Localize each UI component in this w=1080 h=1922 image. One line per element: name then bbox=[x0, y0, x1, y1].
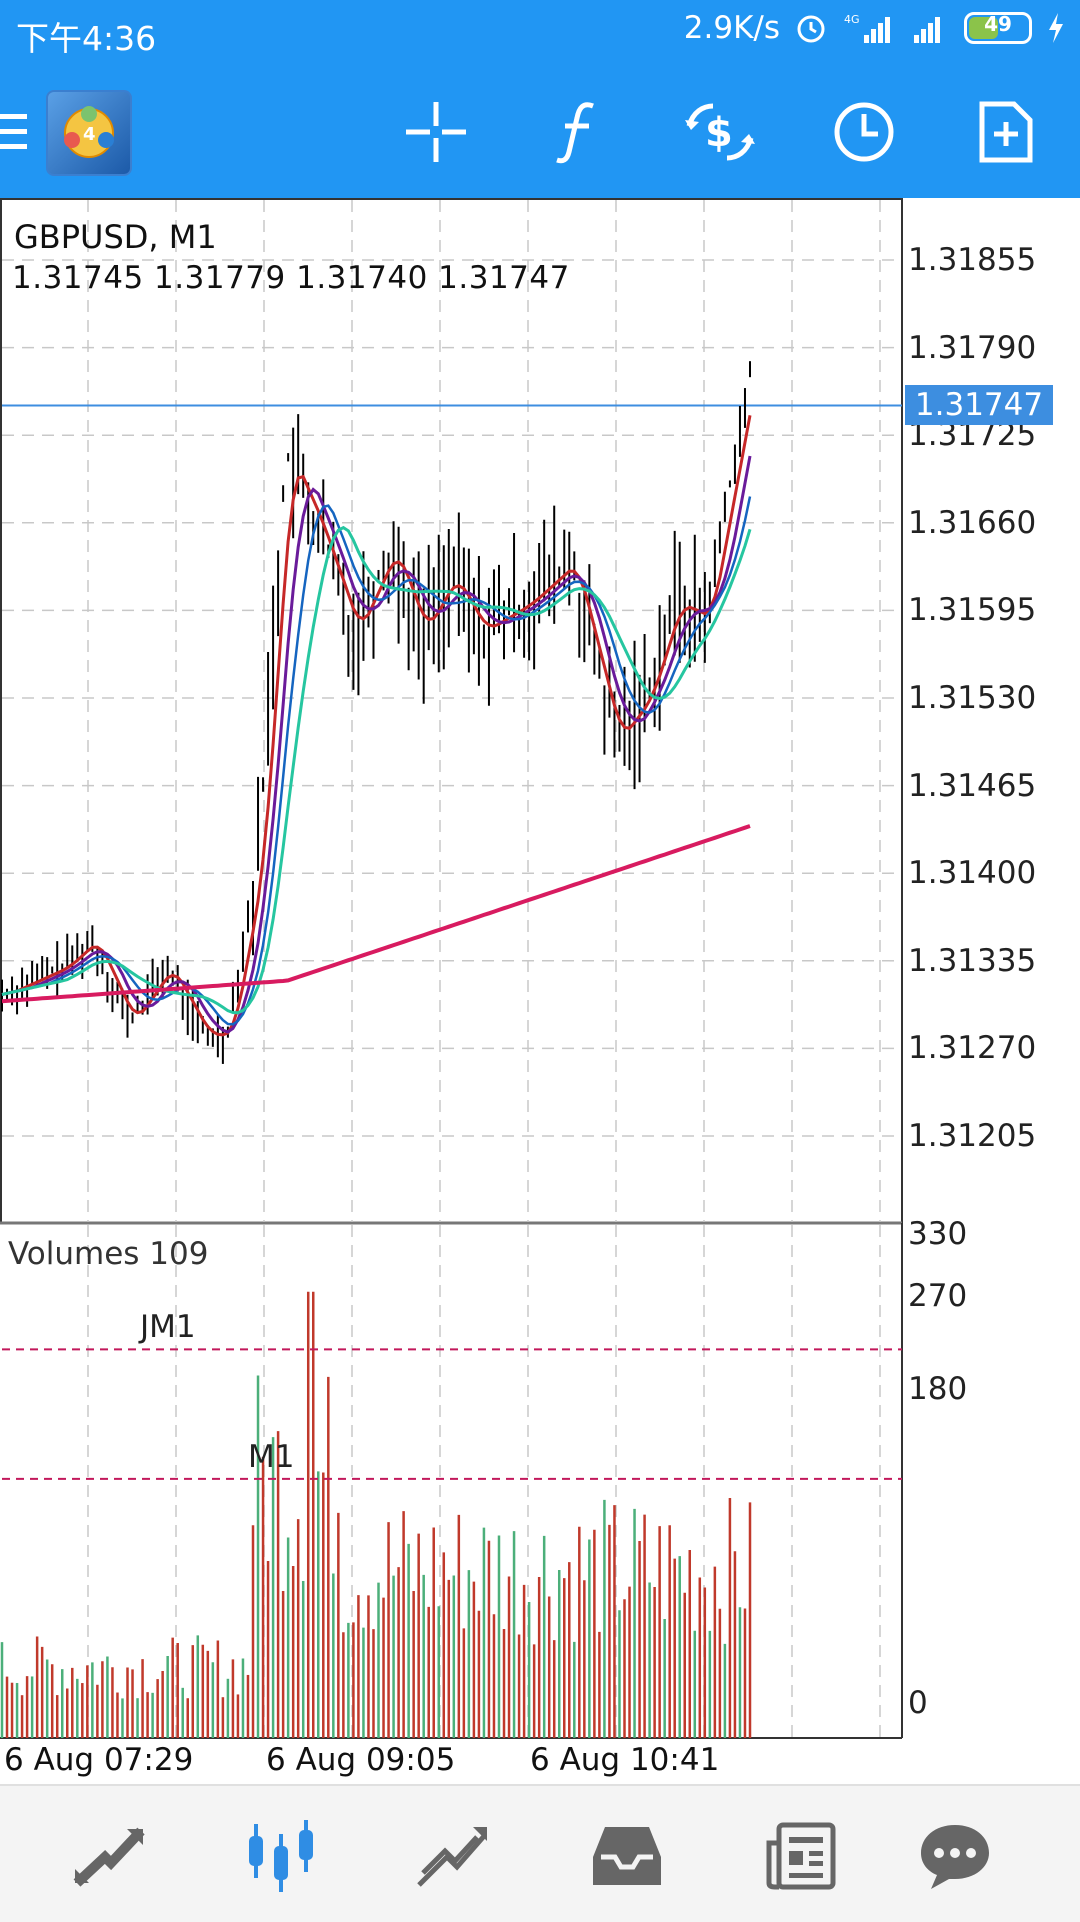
price-axis-label: 1.31660 bbox=[908, 504, 1037, 541]
menu-icon bbox=[0, 114, 27, 149]
chart-grid bbox=[2, 200, 902, 1737]
price-axis-label: 1.31335 bbox=[908, 942, 1037, 979]
ma-medium-line bbox=[1, 455, 752, 1034]
price-axis-label: 1.31595 bbox=[908, 592, 1037, 629]
bottom-navigation bbox=[0, 1784, 1080, 1922]
new-order-icon bbox=[979, 101, 1033, 163]
network-speed: 2.9K/s bbox=[683, 10, 780, 46]
time-axis-label: 6 Aug 10:41 bbox=[530, 1742, 720, 1778]
volume-level-label: JM1 bbox=[140, 1309, 196, 1346]
time-axis-label: 6 Aug 09:05 bbox=[266, 1742, 456, 1778]
nav-chart[interactable] bbox=[226, 1806, 336, 1906]
time-axis-label: 6 Aug 07:29 bbox=[4, 1742, 194, 1778]
nav-news[interactable] bbox=[746, 1806, 856, 1906]
news-icon bbox=[766, 1822, 836, 1890]
battery-level: 49 bbox=[984, 12, 1012, 36]
ma-slowest-line bbox=[1, 525, 752, 1015]
crosshair-icon bbox=[406, 102, 466, 162]
chart-area[interactable]: GBPUSD, M1 1.31745 1.31779 1.31740 1.317… bbox=[0, 198, 1080, 1784]
symbols-button[interactable]: $ bbox=[672, 84, 768, 180]
volumes-title: Volumes 109 bbox=[8, 1236, 209, 1272]
volume-level-label: M1 bbox=[248, 1438, 295, 1475]
top-toolbar: 4 $ bbox=[0, 66, 1080, 198]
charging-icon bbox=[1049, 13, 1063, 43]
svg-text:4G: 4G bbox=[844, 13, 860, 26]
ma-slow-line bbox=[1, 496, 752, 1026]
price-axis-label: 1.31270 bbox=[908, 1030, 1037, 1067]
trade-icon bbox=[417, 1827, 487, 1887]
price-axis-label: 1.31790 bbox=[908, 329, 1037, 366]
price-axis-label: 1.31530 bbox=[908, 680, 1037, 716]
volume-axis-label: 180 bbox=[908, 1371, 968, 1407]
volume-axis-label: 270 bbox=[908, 1278, 968, 1314]
chart-icon bbox=[249, 1820, 313, 1892]
status-bar: 下午4:36 2.9K/s 4G 49 bbox=[0, 0, 1080, 66]
signal-icon bbox=[914, 17, 940, 43]
battery-icon: 49 bbox=[964, 12, 1032, 44]
price-axis-label: 1.31855 bbox=[908, 242, 1037, 278]
alarm-icon bbox=[797, 15, 825, 43]
price-axis-label: 1.31465 bbox=[908, 767, 1037, 804]
volume-bars bbox=[0, 1291, 752, 1738]
timeframe-clock-icon bbox=[834, 102, 894, 162]
messages-icon bbox=[921, 1825, 989, 1889]
nav-trade[interactable] bbox=[398, 1806, 508, 1906]
nav-messages[interactable] bbox=[900, 1806, 1010, 1906]
main-chart-frame bbox=[0, 198, 903, 1224]
volume-axis-label: 0 bbox=[908, 1685, 928, 1721]
new-order-button[interactable] bbox=[958, 84, 1054, 180]
svg-text:4: 4 bbox=[83, 124, 96, 145]
volume-axis-label: 330 bbox=[908, 1216, 968, 1252]
symbols-icon: $ bbox=[685, 103, 755, 161]
svg-text:$: $ bbox=[705, 110, 733, 156]
symbol-title: GBPUSD, M1 bbox=[14, 218, 217, 256]
ma-fast-line bbox=[1, 415, 752, 1037]
signal-4g-icon: 4G bbox=[844, 13, 890, 43]
menu-button[interactable] bbox=[0, 84, 42, 180]
ohlc-values: 1.31745 1.31779 1.31740 1.31747 bbox=[12, 260, 570, 296]
status-time: 下午4:36 bbox=[16, 19, 157, 58]
mt4-logo-icon[interactable]: 4 bbox=[46, 90, 132, 176]
timeframe-button[interactable] bbox=[816, 84, 912, 180]
moving-averages bbox=[1, 415, 752, 1037]
history-icon bbox=[593, 1827, 661, 1885]
chart-canvas[interactable] bbox=[0, 198, 1080, 1784]
ma-long-line bbox=[1, 824, 751, 1004]
crosshair-button[interactable] bbox=[388, 84, 484, 180]
current-price-label: 1.31747 bbox=[905, 385, 1053, 425]
quotes-icon bbox=[73, 1827, 145, 1887]
price-axis-label: 1.31205 bbox=[908, 1118, 1037, 1154]
function-icon bbox=[556, 102, 594, 164]
price-axis-label: 1.31400 bbox=[908, 855, 1037, 892]
volume-levels bbox=[2, 1348, 902, 1480]
nav-quotes[interactable] bbox=[54, 1806, 164, 1906]
indicators-button[interactable] bbox=[530, 84, 626, 180]
nav-history[interactable] bbox=[572, 1806, 682, 1906]
